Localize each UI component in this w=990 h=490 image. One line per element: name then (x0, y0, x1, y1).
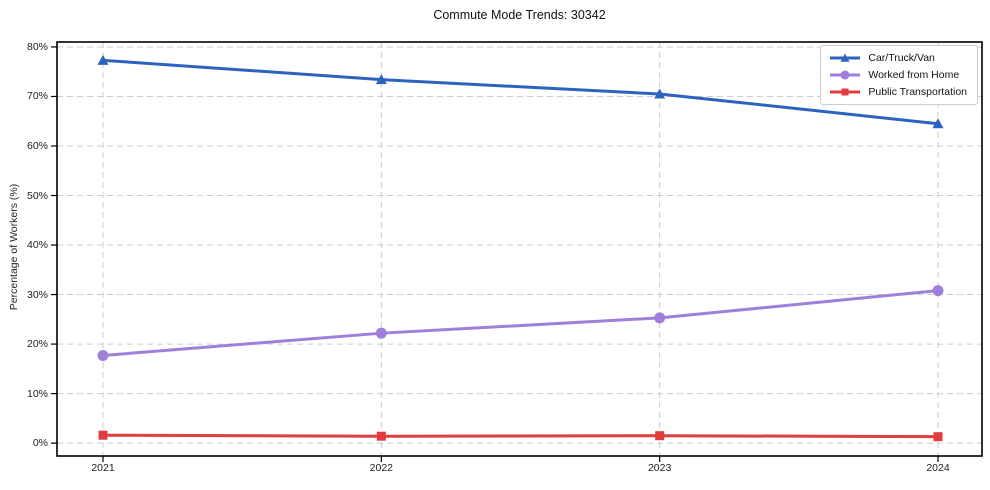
triangle-marker (375, 74, 387, 85)
y-tick-label: 10% (26, 387, 48, 400)
legend-item: Worked from Home (829, 69, 967, 81)
legend-item: Car/Truck/Van (829, 52, 967, 64)
triangle-marker (840, 53, 850, 62)
circle-marker (654, 312, 666, 324)
y-tick-label: 50% (26, 189, 48, 202)
chart-title: Commute Mode Trends: 30342 (433, 8, 606, 22)
triangle-marker (932, 118, 944, 129)
circle-marker (840, 70, 850, 80)
y-tick-label: 40% (26, 239, 48, 252)
legend-label: Worked from Home (868, 69, 960, 81)
legend-label: Public Transportation (868, 86, 967, 98)
legend-label: Car/Truck/Van (868, 52, 935, 64)
x-tick-label: 2022 (369, 462, 393, 474)
legend-item: Public Transportation (829, 86, 967, 98)
legend-swatch (830, 70, 861, 80)
square-marker (98, 430, 108, 440)
y-tick-label: 20% (26, 338, 48, 351)
square-marker (655, 431, 665, 441)
triangle-marker (654, 88, 666, 99)
circle-marker (97, 349, 109, 361)
y-tick-label: 80% (26, 40, 48, 53)
x-tick-label: 2024 (926, 462, 950, 474)
square-marker (841, 88, 849, 96)
y-tick-label: 60% (26, 139, 48, 152)
square-marker (376, 431, 386, 441)
legend-swatch (830, 53, 861, 62)
plot-border (56, 41, 983, 457)
series-line (101, 58, 940, 126)
triangle-marker (97, 54, 109, 65)
circle-marker (932, 285, 944, 297)
legend-swatch (830, 88, 861, 96)
series-line (101, 289, 940, 357)
series-line (101, 433, 940, 439)
x-tick-label: 2023 (647, 462, 672, 474)
y-tick-label: 0% (32, 437, 48, 450)
x-tick-label: 2021 (91, 462, 115, 474)
y-tick-label: 30% (26, 288, 48, 301)
y-tick-label: 70% (26, 90, 48, 103)
square-marker (933, 432, 943, 442)
circle-marker (375, 327, 387, 339)
legend: Car/Truck/Van Worked from Home Public Tran… (820, 45, 978, 105)
